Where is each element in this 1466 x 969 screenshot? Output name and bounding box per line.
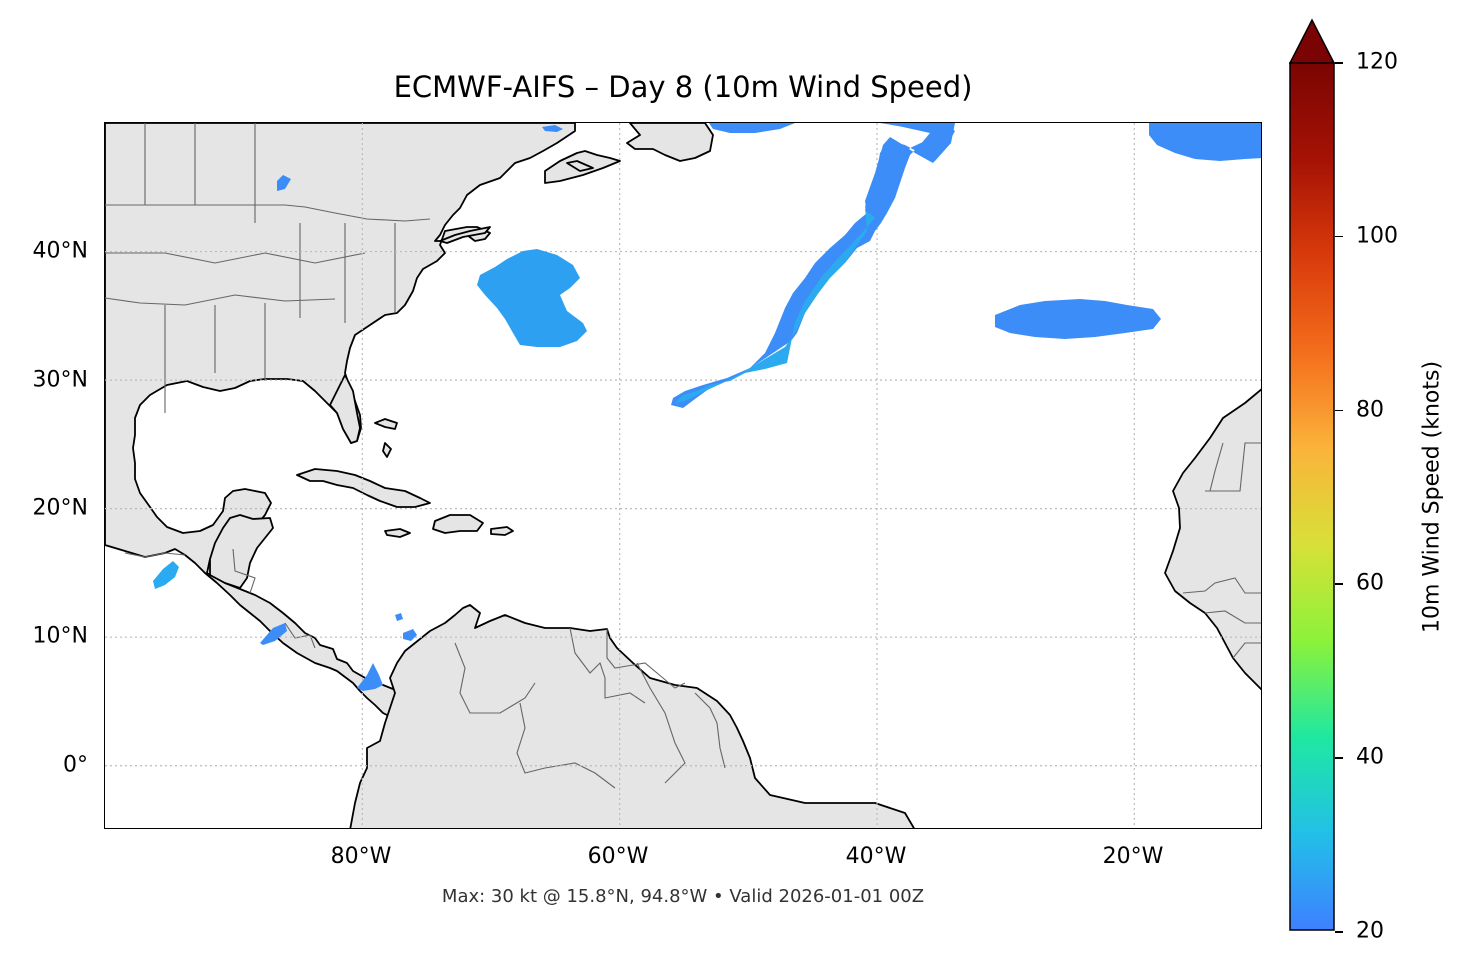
wind-patch-great-lakes <box>277 175 291 191</box>
lon-label-20w: 20°W <box>1102 844 1164 869</box>
colorbar-tick-mark <box>1335 931 1343 933</box>
jamaica-land <box>384 528 411 538</box>
newfoundland-land <box>626 123 714 162</box>
colorbar-tick-mark <box>1335 235 1343 238</box>
wind-field-layer <box>153 123 1261 691</box>
lat-label-10n: 10°N <box>32 623 88 649</box>
lat-label-20n: 20°N <box>32 495 88 521</box>
wind-patch-top-center <box>709 123 795 133</box>
map-panel[interactable] <box>104 122 1262 829</box>
lat-label-30n: 30°N <box>32 367 88 393</box>
cuba-land <box>296 468 431 508</box>
lat-label-0: 0° <box>63 752 88 778</box>
colorbar-gradient <box>1289 62 1335 931</box>
wind-patch-top-right <box>1149 123 1261 161</box>
map-canvas <box>105 123 1261 828</box>
wind-patch-panama <box>357 663 383 691</box>
colorbar-tick-label: 60 <box>1356 570 1384 596</box>
west-africa-land <box>1164 388 1261 691</box>
colorbar-tick-label: 120 <box>1356 49 1398 75</box>
colorbar-tick-label: 40 <box>1356 744 1384 770</box>
wind-patch-tehuantepec <box>153 561 179 589</box>
lon-label-40w: 40°W <box>845 844 907 869</box>
colorbar-tick-mark <box>1335 409 1343 412</box>
wind-patch-gulf-st-lawrence <box>542 125 563 132</box>
hispaniola-land <box>432 514 484 534</box>
long-island-land <box>439 226 491 244</box>
lon-label-80w: 80°W <box>330 844 392 869</box>
wind-patch-central-atlantic <box>995 299 1161 339</box>
colorbar-tick-mark <box>1335 757 1343 759</box>
colorbar <box>1289 62 1335 931</box>
north-america-land <box>105 123 576 724</box>
wind-patch-bermuda <box>477 249 587 347</box>
graticule-layer <box>105 123 1261 828</box>
lat-label-40n: 40°N <box>32 238 88 264</box>
colorbar-label: 10m Wind Speed (knots) <box>1419 360 1445 634</box>
colorbar-tick-label: 20 <box>1356 918 1384 944</box>
land-layer <box>105 123 1261 828</box>
wind-patch-northeast-core <box>865 123 955 218</box>
wind-patch-northeast-band <box>671 123 955 408</box>
colorbar-tick-mark <box>1335 62 1343 64</box>
yucatan-land <box>209 514 274 589</box>
border-layer <box>105 123 1261 789</box>
bahamas-land <box>374 418 398 430</box>
wind-patch-caribbean <box>403 629 417 641</box>
florida-land <box>329 374 361 444</box>
wind-patch-caribbean-small <box>395 613 403 621</box>
south-america-land <box>349 604 915 828</box>
map-title: ECMWF-AIFS – Day 8 (10m Wind Speed) <box>393 70 973 104</box>
wind-patch-main-streak <box>675 205 875 403</box>
bahamas-land-2 <box>382 442 392 458</box>
colorbar-tick-label: 80 <box>1356 397 1384 423</box>
max-wind-caption: Max: 30 kt @ 15.8°N, 94.8°W • Valid 2026… <box>441 886 925 907</box>
prince-edward-land <box>566 160 594 172</box>
colorbar-tick-label: 100 <box>1356 223 1398 249</box>
puerto-rico-land <box>490 526 514 536</box>
lon-label-60w: 60°W <box>587 844 649 869</box>
colorbar-tick-mark <box>1335 583 1343 585</box>
colorbar-extend-arrow <box>1289 18 1335 64</box>
wind-patch-papagayo <box>260 623 287 645</box>
